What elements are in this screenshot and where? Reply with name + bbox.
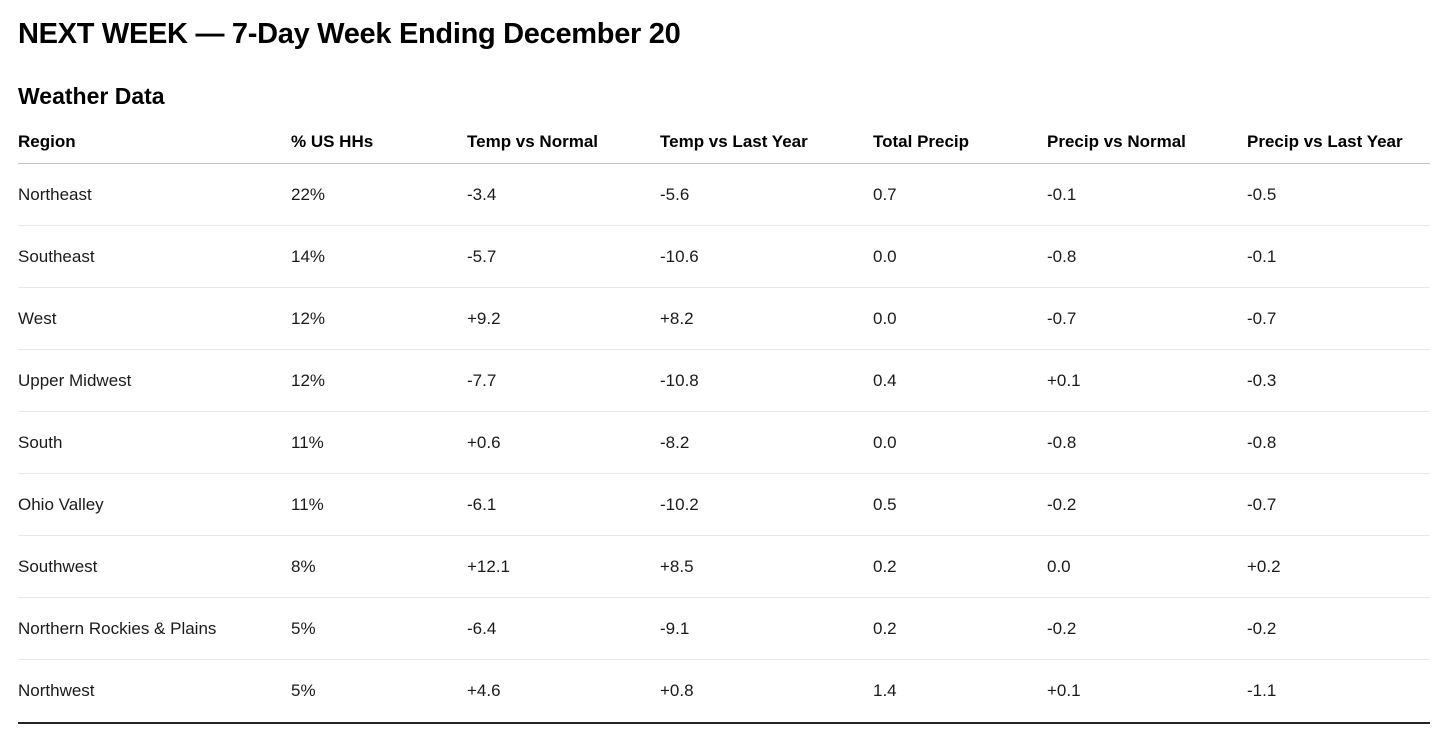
total-precip-cell: 0.2 bbox=[873, 597, 1047, 660]
region-cell: West bbox=[18, 287, 291, 350]
table-row: Upper Midwest 12% -7.7 -10.8 0.4 +0.1 -0… bbox=[18, 349, 1430, 412]
table-row: Ohio Valley 11% -6.1 -10.2 0.5 -0.2 -0.7 bbox=[18, 473, 1430, 536]
us-hhs-cell: 14% bbox=[291, 225, 467, 288]
precip-vs-last-year-cell: -0.8 bbox=[1247, 411, 1430, 474]
region-cell: Northern Rockies & Plains bbox=[18, 597, 291, 660]
precip-vs-last-year-cell: +0.2 bbox=[1247, 535, 1430, 598]
column-header-temp-vs-last-year: Temp vs Last Year bbox=[660, 132, 873, 164]
precip-vs-normal-cell: +0.1 bbox=[1047, 349, 1247, 412]
total-precip-cell: 0.7 bbox=[873, 163, 1047, 226]
weather-table-header: Region % US HHs Temp vs Normal Temp vs L… bbox=[18, 132, 1430, 164]
total-precip-cell: 0.0 bbox=[873, 411, 1047, 474]
temp-vs-normal-cell: +4.6 bbox=[467, 659, 660, 724]
column-header-total-precip: Total Precip bbox=[873, 132, 1047, 164]
total-precip-cell: 0.4 bbox=[873, 349, 1047, 412]
us-hhs-cell: 12% bbox=[291, 349, 467, 412]
table-row: Northeast 22% -3.4 -5.6 0.7 -0.1 -0.5 bbox=[18, 163, 1430, 226]
region-cell: Northeast bbox=[18, 163, 291, 226]
temp-vs-normal-cell: -7.7 bbox=[467, 349, 660, 412]
total-precip-cell: 0.0 bbox=[873, 287, 1047, 350]
us-hhs-cell: 11% bbox=[291, 473, 467, 536]
temp-vs-normal-cell: -6.4 bbox=[467, 597, 660, 660]
weather-table: Region % US HHs Temp vs Normal Temp vs L… bbox=[18, 132, 1430, 724]
temp-vs-last-year-cell: +0.8 bbox=[660, 659, 873, 724]
total-precip-cell: 0.2 bbox=[873, 535, 1047, 598]
precip-vs-last-year-cell: -0.2 bbox=[1247, 597, 1430, 660]
region-cell: Southeast bbox=[18, 225, 291, 288]
precip-vs-normal-cell: 0.0 bbox=[1047, 535, 1247, 598]
precip-vs-last-year-cell: -0.7 bbox=[1247, 287, 1430, 350]
us-hhs-cell: 22% bbox=[291, 163, 467, 226]
us-hhs-cell: 11% bbox=[291, 411, 467, 474]
precip-vs-last-year-cell: -0.1 bbox=[1247, 225, 1430, 288]
table-row: Southeast 14% -5.7 -10.6 0.0 -0.8 -0.1 bbox=[18, 225, 1430, 288]
temp-vs-normal-cell: +9.2 bbox=[467, 287, 660, 350]
precip-vs-last-year-cell: -0.7 bbox=[1247, 473, 1430, 536]
region-cell: Upper Midwest bbox=[18, 349, 291, 412]
column-header-temp-vs-normal: Temp vs Normal bbox=[467, 132, 660, 164]
precip-vs-normal-cell: -0.2 bbox=[1047, 597, 1247, 660]
temp-vs-normal-cell: +0.6 bbox=[467, 411, 660, 474]
us-hhs-cell: 5% bbox=[291, 597, 467, 660]
precip-vs-last-year-cell: -0.3 bbox=[1247, 349, 1430, 412]
precip-vs-normal-cell: -0.2 bbox=[1047, 473, 1247, 536]
temp-vs-last-year-cell: -10.2 bbox=[660, 473, 873, 536]
column-header-precip-vs-normal: Precip vs Normal bbox=[1047, 132, 1247, 164]
precip-vs-last-year-cell: -1.1 bbox=[1247, 659, 1430, 724]
us-hhs-cell: 12% bbox=[291, 287, 467, 350]
article: NEXT WEEK — 7-Day Week Ending December 2… bbox=[18, 18, 1430, 724]
precip-vs-normal-cell: -0.8 bbox=[1047, 225, 1247, 288]
table-row: South 11% +0.6 -8.2 0.0 -0.8 -0.8 bbox=[18, 411, 1430, 474]
region-cell: South bbox=[18, 411, 291, 474]
precip-vs-normal-cell: -0.8 bbox=[1047, 411, 1247, 474]
temp-vs-normal-cell: +12.1 bbox=[467, 535, 660, 598]
precip-vs-normal-cell: -0.1 bbox=[1047, 163, 1247, 226]
section-title: Weather Data bbox=[18, 83, 165, 109]
page-title: NEXT WEEK — 7-Day Week Ending December 2… bbox=[18, 18, 681, 50]
total-precip-cell: 0.0 bbox=[873, 225, 1047, 288]
us-hhs-cell: 8% bbox=[291, 535, 467, 598]
us-hhs-cell: 5% bbox=[291, 659, 467, 724]
table-row: Northwest 5% +4.6 +0.8 1.4 +0.1 -1.1 bbox=[18, 659, 1430, 724]
table-row: West 12% +9.2 +8.2 0.0 -0.7 -0.7 bbox=[18, 287, 1430, 350]
table-row: Northern Rockies & Plains 5% -6.4 -9.1 0… bbox=[18, 597, 1430, 660]
column-header-region: Region bbox=[18, 132, 291, 164]
temp-vs-last-year-cell: +8.2 bbox=[660, 287, 873, 350]
precip-vs-last-year-cell: -0.5 bbox=[1247, 163, 1430, 226]
precip-vs-normal-cell: +0.1 bbox=[1047, 659, 1247, 724]
region-cell: Southwest bbox=[18, 535, 291, 598]
header-row: Region % US HHs Temp vs Normal Temp vs L… bbox=[18, 132, 1430, 164]
temp-vs-last-year-cell: -10.8 bbox=[660, 349, 873, 412]
column-header-precip-vs-last-year: Precip vs Last Year bbox=[1247, 132, 1430, 164]
region-cell: Northwest bbox=[18, 659, 291, 724]
precip-vs-normal-cell: -0.7 bbox=[1047, 287, 1247, 350]
temp-vs-last-year-cell: -10.6 bbox=[660, 225, 873, 288]
temp-vs-normal-cell: -5.7 bbox=[467, 225, 660, 288]
temp-vs-normal-cell: -6.1 bbox=[467, 473, 660, 536]
temp-vs-normal-cell: -3.4 bbox=[467, 163, 660, 226]
temp-vs-last-year-cell: -9.1 bbox=[660, 597, 873, 660]
table-row: Southwest 8% +12.1 +8.5 0.2 0.0 +0.2 bbox=[18, 535, 1430, 598]
weather-table-body: Northeast 22% -3.4 -5.6 0.7 -0.1 -0.5 So… bbox=[18, 163, 1430, 724]
column-header-us-hhs: % US HHs bbox=[291, 132, 467, 164]
total-precip-cell: 0.5 bbox=[873, 473, 1047, 536]
total-precip-cell: 1.4 bbox=[873, 659, 1047, 724]
temp-vs-last-year-cell: +8.5 bbox=[660, 535, 873, 598]
temp-vs-last-year-cell: -8.2 bbox=[660, 411, 873, 474]
temp-vs-last-year-cell: -5.6 bbox=[660, 163, 873, 226]
region-cell: Ohio Valley bbox=[18, 473, 291, 536]
